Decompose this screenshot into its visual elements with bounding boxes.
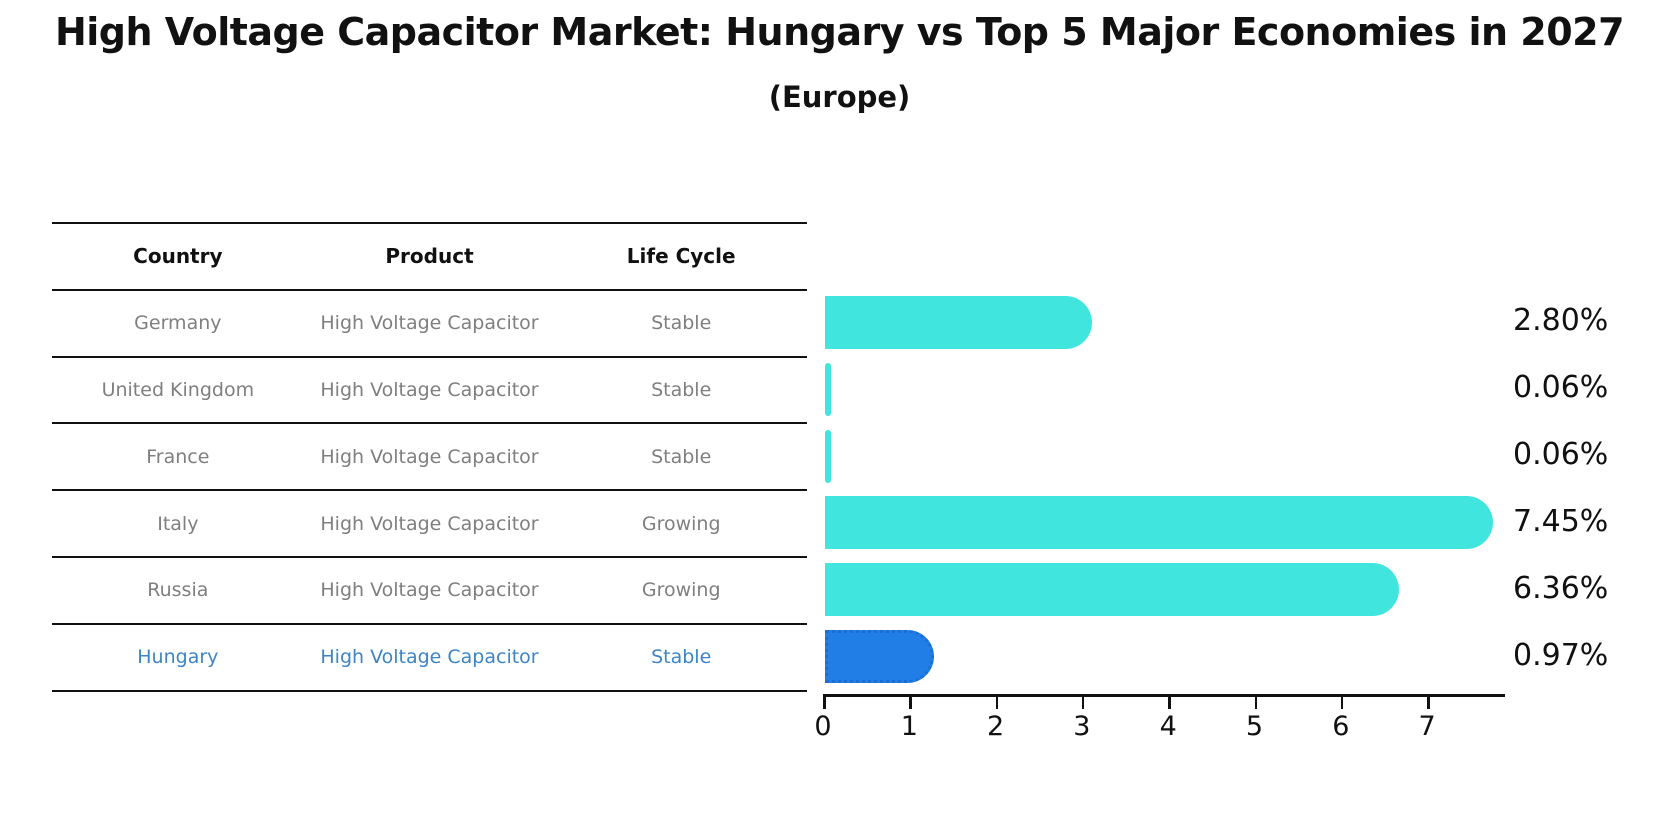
cell-country: Italy (157, 512, 199, 535)
column-header-product: Product (385, 244, 474, 269)
value-label-france: 0.06% (1513, 437, 1609, 473)
x-tick-label: 5 (1245, 711, 1264, 742)
x-tick-mark (1081, 697, 1085, 709)
x-tick-label: 7 (1418, 711, 1436, 742)
column-header-country: Country (133, 244, 223, 269)
bar-france (825, 429, 831, 483)
cell-country: Russia (147, 579, 209, 602)
x-tick-mark (1427, 697, 1430, 709)
x-tick-mark (1340, 697, 1344, 709)
table-row-russia: Russia High Voltage Capacitor Growing (52, 558, 807, 625)
table-header-row: Country Product Life Cycle (52, 224, 807, 291)
x-tick-mark (823, 697, 826, 709)
cell-product: High Voltage Capacitor (320, 579, 539, 602)
country-table: Country Product Life Cycle Germany High … (52, 222, 807, 692)
chart-title: High Voltage Capacitor Market: Hungary v… (54, 10, 1625, 54)
cell-country: Germany (134, 312, 222, 335)
x-tick-label: 3 (1073, 711, 1091, 742)
cell-product: High Voltage Capacitor (320, 445, 539, 468)
bar-hungary (825, 630, 934, 684)
cell-product: High Voltage Capacitor (320, 378, 539, 401)
bar-germany (825, 295, 1092, 349)
value-label-united-kingdom: 0.06% (1513, 370, 1609, 406)
x-tick-label: 4 (1159, 711, 1177, 742)
cell-life-cycle: Stable (651, 445, 712, 468)
cell-product: High Voltage Capacitor (320, 512, 539, 535)
table-row-germany: Germany High Voltage Capacitor Stable (52, 291, 807, 358)
x-tick-label: 0 (814, 711, 832, 742)
x-tick-mark (1254, 697, 1257, 709)
cell-life-cycle: Stable (651, 646, 712, 669)
cell-country: United Kingdom (101, 378, 255, 401)
cell-country: Hungary (137, 646, 219, 669)
bar-italy (825, 496, 1493, 550)
value-label-russia: 6.36% (1513, 570, 1609, 606)
table-row-italy: Italy High Voltage Capacitor Growing (52, 491, 807, 558)
cell-country: France (146, 445, 210, 468)
cell-life-cycle: Stable (651, 312, 712, 335)
table-row-united-kingdom: United Kingdom High Voltage Capacitor St… (52, 358, 807, 425)
cell-life-cycle: Growing (641, 512, 721, 535)
cell-life-cycle: Growing (641, 579, 721, 602)
x-tick-label: 6 (1332, 711, 1350, 742)
column-header-life-cycle: Life Cycle (626, 244, 736, 269)
table-row-france: France High Voltage Capacitor Stable (52, 424, 807, 492)
x-axis-line (823, 694, 1505, 697)
cell-product: High Voltage Capacitor (320, 312, 539, 335)
value-label-italy: 7.45% (1513, 503, 1609, 539)
x-tick-mark (909, 697, 912, 709)
x-tick-mark (995, 697, 999, 709)
value-label-hungary: 0.97% (1513, 637, 1609, 673)
x-tick-label: 1 (900, 711, 918, 742)
bar-russia (825, 563, 1399, 617)
x-tick-label: 2 (987, 711, 1005, 742)
cell-product: High Voltage Capacitor (320, 646, 539, 669)
bar-united-kingdom (825, 362, 831, 416)
chart-subtitle: (Europe) (768, 80, 911, 114)
table-row-hungary: Hungary High Voltage Capacitor Stable (52, 625, 807, 692)
cell-life-cycle: Stable (651, 378, 712, 401)
value-label-germany: 2.80% (1513, 303, 1609, 339)
x-tick-mark (1168, 697, 1171, 709)
